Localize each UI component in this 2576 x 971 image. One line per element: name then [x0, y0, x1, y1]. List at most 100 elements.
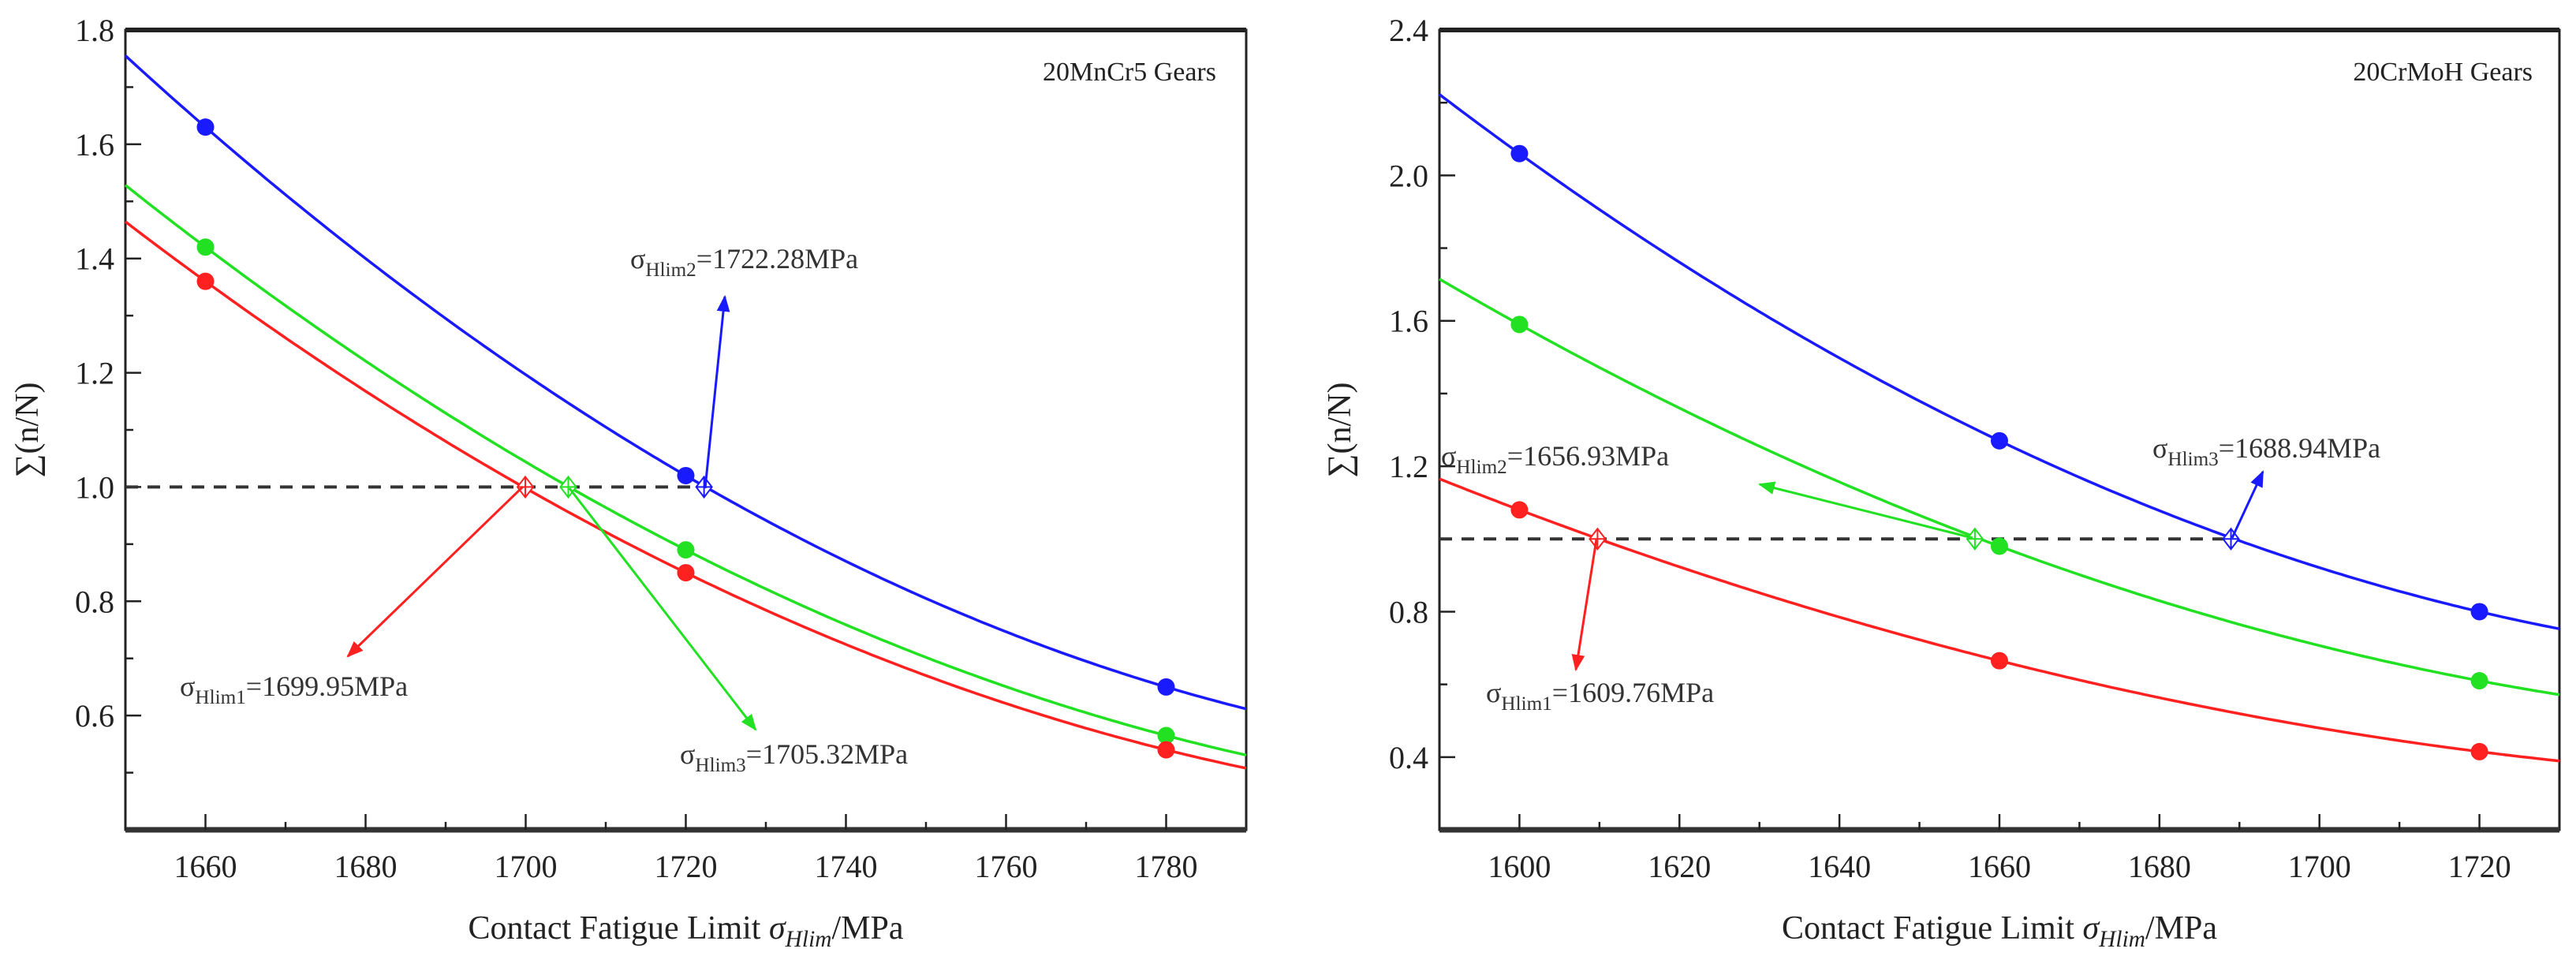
annotation-label-symbol: σ [2152, 432, 2167, 464]
annotation-label-value: =1722.28MPa [696, 243, 858, 274]
y-tick-label: 1.6 [1389, 304, 1428, 339]
x-tick-label: 1720 [2448, 849, 2511, 884]
panel-title: 20MnCr5 Gears [1043, 58, 1216, 87]
x-tick-label: 1680 [2128, 849, 2191, 884]
data-point-green [196, 238, 215, 256]
chart-20mncr5: 1660 1680 1700 1720 1740 1760 1780 0.6 0.8 1.0 1.2… [9, 13, 1248, 952]
x-axis-title-prefix: Contact Fatigue Limit [469, 910, 769, 947]
data-point-blue [196, 118, 215, 136]
annotation-label: σHlim1=1609.76MPa [1486, 677, 1714, 715]
data-point-red [196, 272, 215, 290]
x-axis-title-suffix: /MPa [2145, 910, 2217, 947]
annotation-arrow-red [346, 485, 525, 658]
data-point-green [1991, 537, 2008, 555]
x-axis-title-symbol: σ [769, 910, 787, 947]
y-tick-label: 1.4 [75, 241, 114, 277]
intersection-marker-red [1589, 527, 1607, 551]
x-tick-label: 1600 [1488, 849, 1551, 884]
data-point-blue [2470, 603, 2488, 621]
data-point-blue [1510, 144, 1529, 162]
x-tick-label: 1760 [975, 849, 1038, 884]
y-tick-label: 2.4 [1389, 13, 1428, 48]
data-point-red [1991, 652, 2008, 670]
series-line-green [1439, 278, 2560, 697]
annotation-label: σHlim2=1722.28MPa [630, 243, 858, 281]
intersection-marker-blue [2222, 527, 2240, 551]
y-tick-label: 0.6 [75, 698, 114, 734]
annotation-label-value: =1609.76MPa [1552, 677, 1714, 708]
x-axis-title-symbol: σ [2082, 910, 2100, 947]
annotation-label-value: =1705.32MPa [746, 738, 908, 770]
y-tick-label: 1.2 [1389, 449, 1428, 484]
x-tick-label: 1680 [334, 849, 398, 884]
data-point-green [2470, 672, 2488, 690]
intersection-marker-green [1966, 527, 1984, 551]
annotation-arrow-green [568, 487, 757, 731]
x-tick-label: 1660 [174, 849, 237, 884]
annotation-arrow-blue [704, 294, 730, 489]
x-tick-label: 1700 [2288, 849, 2351, 884]
data-point-green [677, 541, 695, 559]
data-point-blue [677, 466, 695, 484]
x-axis-title: Contact Fatigue Limit σHlim/MPa [469, 910, 904, 952]
y-axis-title: ∑(n/N) [9, 383, 46, 478]
series-line-blue [124, 54, 1247, 711]
annotation-label-symbol: σ [680, 738, 695, 770]
annotation-label-symbol: σ [1486, 677, 1501, 708]
intersection-marker-red [516, 475, 535, 499]
annotation-label-subscript: Hlim3 [2167, 449, 2218, 470]
data-point-blue [1157, 678, 1175, 696]
x-tick-label: 1740 [815, 849, 878, 884]
annotation-label-subscript: Hlim2 [1456, 457, 1506, 478]
data-point-red [677, 564, 695, 582]
x-axis-title: Contact Fatigue Limit σHlim/MPa [1782, 910, 2217, 952]
x-axis-title-subscript: Hlim [785, 927, 832, 952]
y-axis-title: ∑(n/N) [1322, 383, 1358, 478]
chart-20crmoh: 1600 1620 1640 1660 1680 1700 1720 0.4 0.8 1.2 1.6… [1322, 13, 2561, 952]
data-point-green [1157, 726, 1175, 745]
x-tick-label: 1720 [655, 849, 718, 884]
annotation-arrow-red [1571, 539, 1598, 672]
annotation-label-value: =1656.93MPa [1507, 440, 1669, 472]
x-tick-label: 1780 [1135, 849, 1198, 884]
x-tick-label: 1640 [1808, 849, 1871, 884]
data-point-blue [1991, 431, 2008, 450]
annotation-label-symbol: σ [180, 670, 195, 702]
x-tick-label: 1700 [495, 849, 558, 884]
annotation-label-subscript: Hlim1 [1501, 693, 1551, 715]
annotation-label: σHlim2=1656.93MPa [1441, 440, 1669, 478]
x-axis-title-prefix: Contact Fatigue Limit [1782, 910, 2082, 947]
annotation-label-subscript: Hlim2 [645, 260, 696, 281]
data-point-red [1510, 501, 1529, 519]
x-tick-label: 1660 [1968, 849, 2031, 884]
y-tick-label: 1.8 [75, 13, 114, 48]
y-tick-label: 2.0 [1389, 158, 1428, 193]
data-point-red [1157, 741, 1175, 759]
annotation-label-value: =1699.95MPa [246, 670, 408, 702]
annotation-label-subscript: Hlim3 [695, 755, 745, 776]
y-tick-label: 0.4 [1389, 740, 1428, 775]
annotation-label: σHlim3=1705.32MPa [680, 738, 908, 776]
data-point-green [1510, 316, 1529, 334]
series-line-red [1439, 477, 2560, 763]
x-tick-label: 1620 [1648, 849, 1711, 884]
y-tick-label: 1.6 [75, 127, 114, 162]
x-axis-title-subscript: Hlim [2098, 927, 2145, 952]
y-tick-label: 0.8 [1389, 594, 1428, 629]
panel-title: 20CrMoH Gears [2353, 58, 2533, 87]
intersection-marker-blue [695, 475, 713, 499]
y-tick-label: 1.0 [75, 469, 114, 505]
data-point-red [2470, 742, 2488, 760]
annotation-label-symbol: σ [1441, 440, 1456, 472]
annotation-arrow-green [1757, 481, 1973, 540]
y-tick-label: 1.2 [75, 356, 114, 391]
plot-frame [1438, 28, 2561, 831]
annotation-arrow-blue [2231, 470, 2264, 539]
annotation-label-value: =1688.94MPa [2219, 432, 2380, 464]
x-axis-title-suffix: /MPa [831, 910, 903, 947]
annotation-label: σHlim3=1688.94MPa [2152, 432, 2380, 470]
annotation-label-symbol: σ [630, 243, 645, 274]
annotation-label-subscript: Hlim1 [195, 687, 245, 708]
intersection-marker-green [559, 475, 577, 499]
